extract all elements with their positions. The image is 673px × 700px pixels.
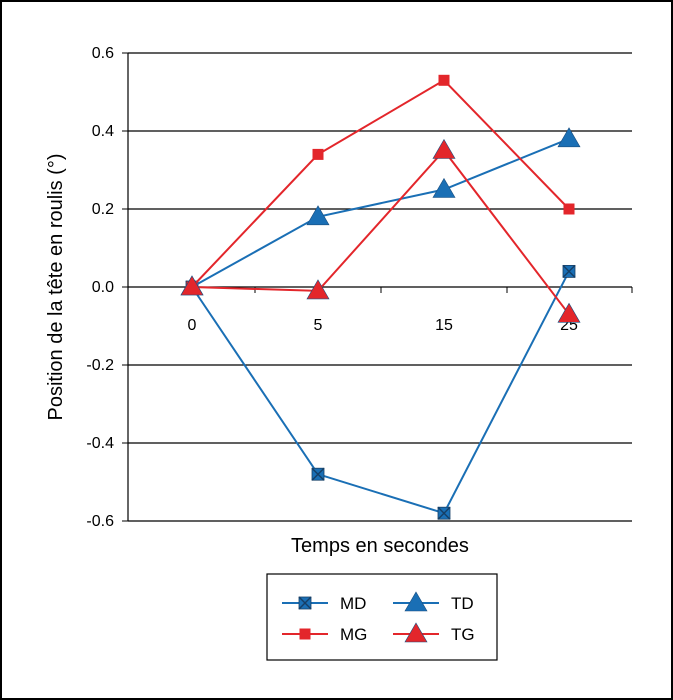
data-point-tg (306, 279, 330, 300)
data-point-td (557, 127, 581, 148)
legend-marker (404, 591, 428, 612)
legend-label: MG (340, 625, 367, 644)
x-tick-labels: 0 5 15 25 (188, 317, 578, 334)
x-tick-label: 15 (435, 317, 453, 334)
series-line-mg (191, 79, 570, 288)
marker-cross-b (562, 264, 576, 278)
legend-marker (299, 628, 311, 640)
legend-box (266, 573, 498, 661)
legend-label: TD (451, 594, 474, 613)
series-md (185, 264, 576, 520)
y-tick-label: -0.6 (86, 513, 114, 530)
data-point-tg (557, 302, 581, 323)
series-mg (186, 74, 575, 293)
series-line-tg (191, 148, 570, 315)
marker-cross-b (311, 467, 325, 481)
data-point-md (311, 467, 325, 481)
y-axis-title: Position de la tête en roulis (°) (45, 153, 67, 420)
legend-label: TG (451, 625, 475, 644)
data-point-md (437, 506, 451, 520)
y-tick-labels: 0.6 0.4 0.2 0.0 -0.2 -0.4 -0.6 (86, 45, 114, 530)
legend-marker (404, 622, 428, 643)
data-point-mg (563, 203, 575, 215)
data-point-mg (312, 148, 324, 160)
data-point-md (562, 264, 576, 278)
series-line-md (191, 270, 570, 515)
legend-item-md: MD (282, 594, 366, 613)
data-point-tg (180, 275, 204, 296)
x-tick-label: 5 (314, 317, 323, 334)
y-tick-label: 0.2 (92, 201, 114, 218)
y-tick-label: 0.6 (92, 45, 114, 62)
series-line-td (191, 137, 570, 288)
marker-cross-b (298, 596, 312, 610)
data-point-td (432, 177, 456, 198)
series-group (180, 74, 581, 520)
y-tick-label: -0.4 (86, 435, 114, 452)
legend-item-tg: TG (393, 622, 475, 644)
series-tg (180, 138, 581, 323)
legend-item-td: TD (393, 591, 474, 613)
x-axis-title: Temps en secondes (291, 535, 469, 557)
legend-label: MD (340, 594, 366, 613)
series-td (180, 127, 581, 296)
y-tick-label: 0.4 (92, 123, 114, 140)
marker-cross-b (437, 506, 451, 520)
grid-lines (128, 52, 632, 522)
y-tick-label: 0.0 (92, 279, 114, 296)
data-point-td (306, 205, 330, 226)
data-point-tg (432, 138, 456, 159)
legend: MD TD MG TG (266, 573, 498, 661)
y-tick-label: -0.2 (86, 357, 114, 374)
legend-marker (298, 596, 312, 610)
legend-item-mg: MG (282, 625, 367, 644)
x-tick-label: 0 (188, 317, 197, 334)
data-point-mg (438, 74, 450, 86)
